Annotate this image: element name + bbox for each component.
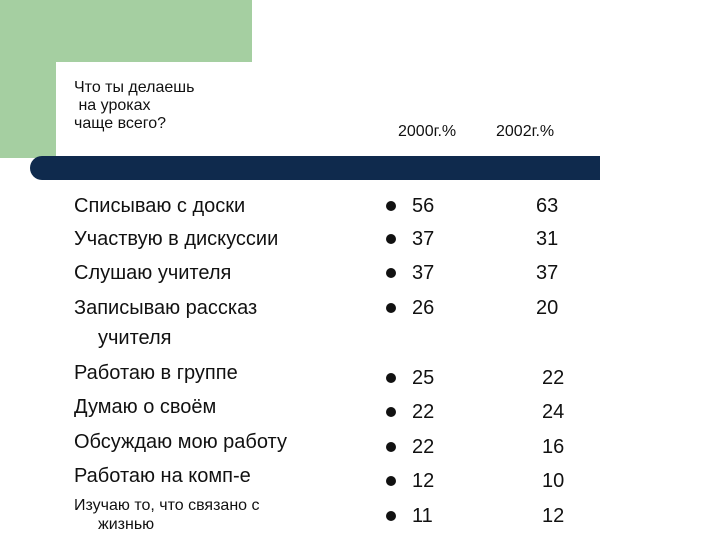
value-2000: 37 (412, 228, 435, 250)
value-2000: 22 (412, 436, 435, 458)
row-label: Работаю на комп-е (74, 465, 251, 487)
row-label: Списываю с доски (74, 195, 246, 217)
value-2000: 12 (412, 470, 435, 492)
bullet-icon (386, 268, 396, 278)
bullet-icon (386, 442, 396, 452)
header-divider-bar (30, 156, 600, 180)
value-2000: 37 (412, 262, 435, 284)
value-2000: 56 (412, 195, 435, 217)
value-2002: 24 (542, 401, 565, 423)
row-label-line1: Записываю рассказ (74, 297, 258, 319)
row-label-line1: Изучаю то, что связано с (74, 497, 260, 514)
value-2002: 22 (542, 367, 565, 389)
content-card (56, 62, 720, 540)
bullet-icon (386, 407, 396, 417)
value-2000: 25 (412, 367, 435, 389)
row-label: Изучаю то, что связано с жизнью (74, 496, 260, 534)
value-2000: 22 (412, 401, 435, 423)
value-2002: 31 (536, 228, 559, 250)
value-2002: 10 (542, 470, 565, 492)
value-2002: 16 (542, 436, 565, 458)
bullet-icon (386, 511, 396, 521)
row-label: Участвую в дискуссии (74, 228, 279, 250)
value-2002: 12 (542, 505, 565, 527)
value-2000: 26 (412, 297, 435, 319)
row-label-line2: жизнью (98, 516, 155, 533)
bullet-icon (386, 234, 396, 244)
bullet-icon (386, 373, 396, 383)
value-2000: 11 (412, 505, 433, 527)
bullet-icon (386, 303, 396, 313)
bullet-icon (386, 201, 396, 211)
row-label: Слушаю учителя (74, 262, 232, 284)
survey-question: Что ты делаешь на уроках чаще всего? (74, 79, 195, 132)
column-header-2002: 2002г.% (496, 123, 555, 140)
bullet-icon (386, 476, 396, 486)
row-label: Записываю рассказ учителя (74, 297, 257, 349)
row-label: Думаю о своём (74, 396, 217, 418)
value-2002: 63 (536, 195, 559, 217)
value-2002: 37 (536, 262, 559, 284)
column-header-2000: 2000г.% (398, 123, 457, 140)
row-label-line2: учителя (98, 327, 172, 349)
row-label: Обсуждаю мою работу (74, 431, 287, 453)
value-2002: 20 (536, 297, 559, 319)
row-label: Работаю в группе (74, 362, 238, 384)
